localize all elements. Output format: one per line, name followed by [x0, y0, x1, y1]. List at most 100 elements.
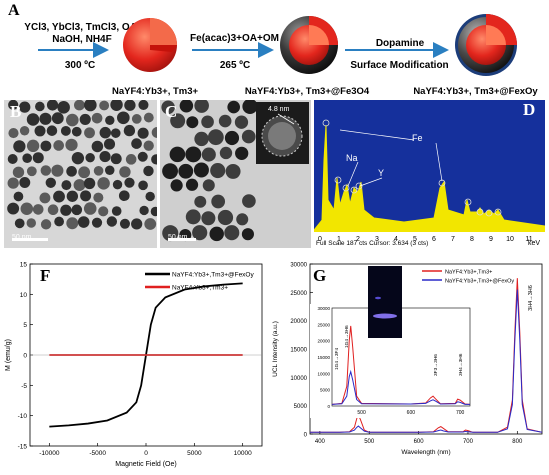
chart-g: 400 500 600 700 8000500010000150002000025000… — [272, 263, 543, 456]
nanoparticle — [209, 226, 224, 242]
eds-x-tick: 5 — [413, 236, 417, 243]
eds-peak-marker — [464, 198, 472, 206]
nanoparticle — [224, 130, 240, 146]
nanoparticle — [54, 216, 65, 227]
f-legend: NaYF4:Yb3+,Tm3+@FexOy NaYF4:Yb3+,Tm3+ — [145, 272, 254, 292]
eds-peak-marker — [355, 182, 363, 190]
nanoparticle — [170, 113, 186, 129]
tem-inset-label: 4.8 nm — [268, 106, 290, 113]
nanoparticle — [170, 179, 183, 192]
nanoparticle — [162, 225, 179, 242]
nanoparticle — [40, 219, 52, 230]
product-1-label: NaYF4:Yb3+, Tm3+ — [112, 86, 199, 97]
nanoparticle — [77, 216, 90, 228]
nanoparticle — [161, 100, 175, 115]
nanoparticle — [234, 115, 249, 129]
nanoparticle — [125, 154, 137, 165]
nanoparticle — [7, 154, 18, 164]
nanoparticle — [242, 100, 258, 115]
step1-reagents: YCl3, YbCl3, TmCl3, OA, NaOH, NH4F — [12, 22, 152, 46]
nanoparticle — [13, 140, 26, 153]
nanoparticle — [179, 100, 194, 113]
eds-peak-marker — [342, 184, 350, 192]
g-y-tick-label: 5000 — [294, 404, 308, 410]
nanoparticle — [144, 218, 157, 230]
nanoparticle — [143, 112, 154, 123]
nanoparticle — [211, 194, 226, 209]
nanoparticle — [60, 204, 72, 216]
f-y-axis-label: M (emu/g) — [5, 339, 12, 371]
nanoparticle — [7, 202, 20, 215]
nanoparticle — [225, 163, 241, 179]
nanoparticle — [71, 126, 82, 137]
nanoparticle — [235, 146, 249, 160]
g-legend: NaYF4:Yb3+,Tm3+ NaYF4:Yb3+,Tm3+@FexOy — [422, 270, 514, 285]
step2-temp: 265 ºC — [219, 60, 251, 71]
f-x-tick-label: 0 — [144, 450, 148, 457]
nanoparticle — [34, 125, 46, 137]
eds-peak-marker — [334, 176, 342, 184]
nanoparticle — [46, 100, 59, 111]
panel-f-letter: F — [40, 266, 51, 285]
nanoparticle — [26, 218, 37, 228]
eds-x-tick: 0 — [318, 236, 322, 243]
eds-peak-marker — [322, 119, 330, 127]
g-y-tick-label: 10000 — [290, 376, 307, 382]
g-photo-glow — [373, 313, 397, 319]
eds-x-tick: 10 — [506, 236, 514, 243]
g-photo-glow — [375, 296, 381, 300]
nanoparticle — [40, 140, 52, 152]
nanoparticle — [71, 204, 83, 216]
nanoparticle — [124, 177, 135, 188]
nanoparticle — [117, 111, 130, 125]
eds-peak-marker — [485, 209, 493, 217]
nanoparticle — [178, 163, 194, 179]
nanoparticle — [51, 112, 64, 125]
g-x-tick-label: 600 — [414, 439, 425, 445]
f-x-tick-label: 5000 — [187, 450, 202, 457]
nanoparticle — [66, 190, 79, 202]
f-y-tick-label: 15 — [20, 262, 28, 269]
nanoparticle — [19, 126, 30, 136]
nanoparticle — [227, 100, 240, 114]
eds-peak-marker — [350, 186, 358, 194]
nanoparticle — [78, 166, 91, 179]
nanoparticle — [19, 101, 31, 113]
nanoparticle — [61, 180, 72, 191]
g-transition-label: 1G4→3H6 — [344, 325, 350, 348]
eds-footer: Full Scale 187 cts Cursor: 3.634 (3 cts) — [316, 240, 429, 247]
nanoparticle — [143, 140, 154, 151]
nanoparticle — [138, 180, 148, 191]
nanoparticle — [110, 153, 122, 165]
nanoparticle — [124, 100, 136, 111]
eds-x-tick: 11 — [525, 236, 532, 243]
f-x-tick-label: -5000 — [89, 450, 106, 457]
nanoparticle — [53, 140, 64, 151]
nanoparticle — [105, 115, 115, 126]
eds-peak-marker — [476, 208, 484, 216]
g-x-tick-label: 500 — [364, 439, 375, 445]
nanoparticle — [103, 138, 116, 150]
g-legend-label: NaYF4:Yb3+,Tm3+ — [445, 270, 492, 276]
eds-x-tick: 4 — [394, 236, 398, 243]
nanoparticle — [202, 179, 215, 192]
panel-b-letter: B — [10, 102, 22, 121]
nanoparticle — [145, 191, 155, 202]
eds-x-tick: 3 — [375, 236, 379, 243]
f-x-tick-label: -10000 — [39, 450, 60, 457]
g-transition-label: 1G4→3F4 — [334, 348, 340, 370]
scale-bar-c — [168, 238, 196, 241]
eds-x-tick: 1 — [337, 236, 341, 243]
nanoparticle — [79, 113, 91, 126]
product-2-label: NaYF4:Yb3+, Tm3+@Fe3O4 — [244, 86, 370, 97]
nanoparticle — [217, 209, 234, 226]
nanoparticle — [162, 163, 178, 180]
particle-core-shell-fe3o4 — [280, 16, 338, 74]
nanoparticle — [91, 217, 103, 228]
g-inset-series-1 — [331, 369, 470, 405]
nanoparticle — [99, 151, 111, 163]
nanoparticle — [123, 124, 136, 137]
nanoparticle — [32, 204, 44, 215]
g-x-tick-label: 700 — [463, 439, 474, 445]
step2-reagents: Fe(acac)3+OA+OM — [190, 33, 279, 44]
